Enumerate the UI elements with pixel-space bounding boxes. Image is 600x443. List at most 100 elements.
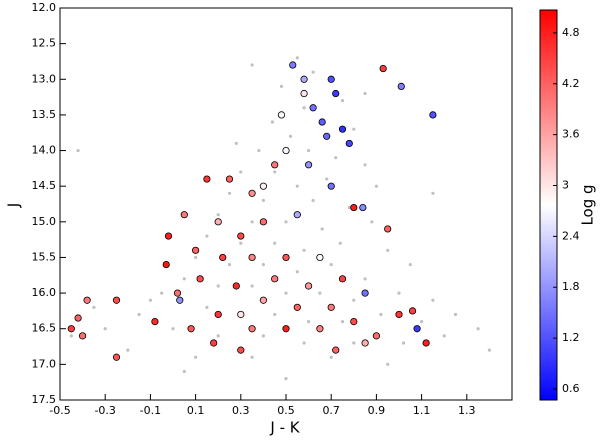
background-point — [338, 241, 342, 245]
star-point — [74, 314, 82, 322]
star-point — [293, 211, 301, 219]
background-point — [408, 262, 412, 267]
background-point — [227, 191, 232, 195]
plot-area — [60, 8, 512, 400]
star-point — [309, 104, 317, 112]
y-tick-label: 15.0 — [32, 215, 57, 228]
background-point — [137, 312, 141, 317]
colorbar-tick-label: 3 — [562, 179, 569, 192]
background-point — [261, 334, 265, 338]
star-point — [176, 296, 184, 304]
background-point — [239, 170, 243, 174]
star-point — [395, 310, 403, 319]
x-tick-label: 0.9 — [368, 404, 386, 417]
colorbar-tick-label: 3.6 — [562, 128, 580, 141]
star-point — [259, 182, 267, 190]
background-point — [401, 341, 406, 345]
background-point — [160, 291, 164, 295]
background-point — [325, 177, 329, 181]
background-point — [273, 241, 277, 245]
star-point — [323, 132, 331, 140]
background-point — [352, 341, 356, 345]
x-tick-label: 0.1 — [187, 404, 205, 417]
star-point — [282, 253, 290, 262]
star-point — [219, 253, 227, 262]
background-point — [284, 220, 288, 224]
star-point — [422, 339, 430, 347]
background-point — [307, 320, 311, 324]
background-point — [205, 234, 209, 238]
star-point — [327, 182, 335, 190]
y-tick-label: 16.0 — [32, 286, 57, 299]
y-tick-label: 17.5 — [32, 393, 57, 406]
background-point — [386, 248, 390, 252]
star-point — [259, 296, 267, 304]
star-point — [112, 296, 121, 304]
star-point — [316, 253, 324, 262]
star-point — [203, 175, 211, 183]
background-point — [284, 377, 288, 381]
background-point — [431, 298, 435, 302]
star-point — [259, 218, 267, 226]
background-point — [103, 327, 107, 331]
star-point — [372, 332, 380, 340]
background-point — [227, 262, 232, 267]
background-point — [320, 227, 324, 231]
x-axis-label: J - K — [269, 419, 300, 437]
star-point — [237, 232, 245, 240]
star-point — [413, 325, 421, 333]
background-point — [311, 70, 315, 74]
background-point — [239, 241, 243, 245]
x-tick-label: 0.5 — [277, 404, 295, 417]
star-point — [271, 275, 279, 283]
background-point — [476, 327, 480, 331]
x-tick-label: 1.3 — [458, 404, 476, 417]
star-point — [289, 61, 297, 69]
x-tick-label: 1.1 — [413, 404, 431, 417]
x-tick-label: -0.1 — [140, 404, 161, 417]
background-point — [397, 291, 401, 295]
background-point — [69, 334, 73, 338]
star-point — [332, 89, 340, 98]
background-point — [261, 198, 265, 203]
star-point — [164, 232, 173, 240]
star-point — [397, 82, 405, 91]
y-tick-label: 12.5 — [32, 37, 57, 50]
star-point — [214, 218, 222, 226]
y-tick-label: 12.0 — [32, 1, 57, 14]
background-point — [386, 362, 390, 366]
star-point — [327, 303, 335, 311]
star-point — [67, 325, 75, 333]
star-point — [210, 339, 218, 347]
star-point — [237, 310, 245, 319]
background-point — [340, 320, 345, 324]
background-point — [302, 341, 306, 345]
colorbar-tick-label: 4.2 — [562, 77, 580, 90]
star-point — [196, 275, 204, 283]
background-point — [257, 148, 261, 153]
y-axis-label: J — [5, 203, 23, 208]
star-point — [359, 203, 367, 212]
star-point — [180, 211, 188, 219]
star-point — [384, 225, 392, 233]
star-point — [361, 289, 369, 297]
y-tick-label: 13.0 — [32, 72, 57, 85]
background-point — [363, 277, 367, 281]
star-point — [379, 64, 387, 73]
colorbar-label: Log g — [579, 184, 597, 225]
background-point — [284, 291, 288, 295]
star-point — [361, 339, 369, 347]
y-tick-label: 17.0 — [32, 357, 57, 370]
background-point — [76, 148, 80, 153]
background-point — [370, 220, 374, 224]
star-point — [151, 317, 159, 326]
background-point — [453, 312, 458, 317]
background-point — [379, 312, 383, 317]
background-point — [311, 198, 315, 203]
colorbar-tick-label: 1.8 — [562, 280, 580, 293]
colorbar-tick-label: 1.2 — [562, 331, 580, 344]
star-point — [173, 289, 182, 297]
star-point — [83, 296, 91, 304]
background-point — [250, 220, 254, 224]
